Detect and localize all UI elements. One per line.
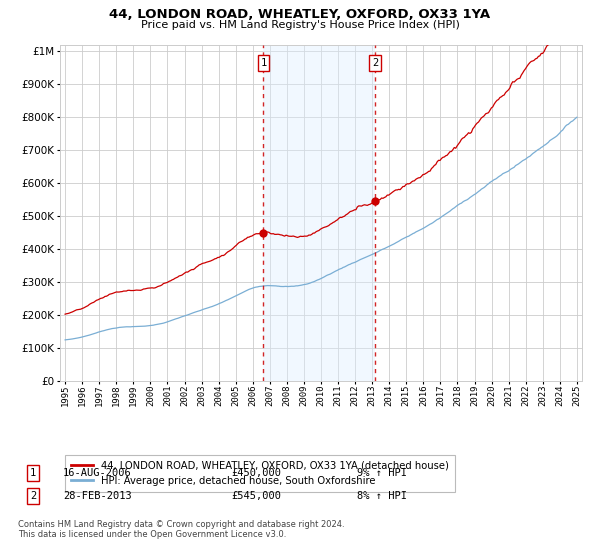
Text: 1: 1: [30, 468, 36, 478]
Text: This data is licensed under the Open Government Licence v3.0.: This data is licensed under the Open Gov…: [18, 530, 286, 539]
Text: 28-FEB-2013: 28-FEB-2013: [63, 491, 132, 501]
Text: 16-AUG-2006: 16-AUG-2006: [63, 468, 132, 478]
Text: 1: 1: [260, 58, 266, 68]
Text: Price paid vs. HM Land Registry's House Price Index (HPI): Price paid vs. HM Land Registry's House …: [140, 20, 460, 30]
Text: 8% ↑ HPI: 8% ↑ HPI: [357, 491, 407, 501]
Text: 2: 2: [30, 491, 36, 501]
Text: £545,000: £545,000: [231, 491, 281, 501]
Text: £450,000: £450,000: [231, 468, 281, 478]
Bar: [263, 45, 375, 381]
Text: 9% ↑ HPI: 9% ↑ HPI: [357, 468, 407, 478]
Legend: 44, LONDON ROAD, WHEATLEY, OXFORD, OX33 1YA (detached house), HPI: Average price: 44, LONDON ROAD, WHEATLEY, OXFORD, OX33 …: [65, 455, 455, 492]
Text: 44, LONDON ROAD, WHEATLEY, OXFORD, OX33 1YA: 44, LONDON ROAD, WHEATLEY, OXFORD, OX33 …: [109, 8, 491, 21]
Text: 2: 2: [372, 58, 378, 68]
Text: Contains HM Land Registry data © Crown copyright and database right 2024.: Contains HM Land Registry data © Crown c…: [18, 520, 344, 529]
